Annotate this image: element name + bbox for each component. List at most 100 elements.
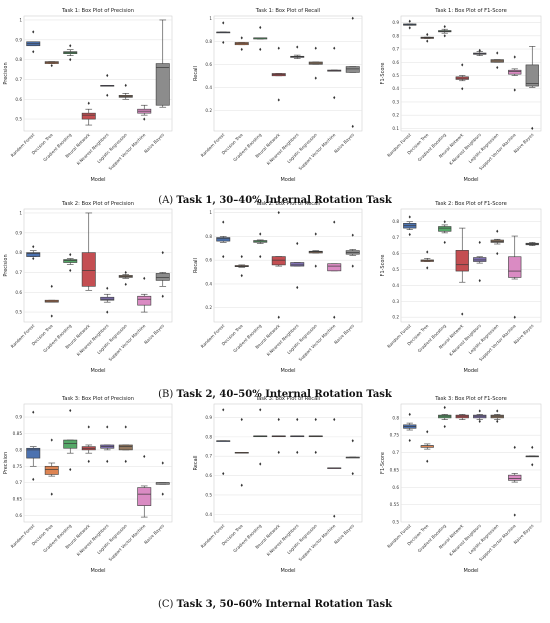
y-tick-label: 0.4 xyxy=(392,283,399,288)
y-tick-label: 0.6 xyxy=(392,485,399,490)
box-3 xyxy=(438,24,452,38)
y-tick-label: 0.8 xyxy=(15,250,22,255)
box-body xyxy=(525,64,539,87)
flier-point xyxy=(426,430,429,434)
box-1 xyxy=(216,220,231,259)
flier-point xyxy=(32,410,35,414)
box-2 xyxy=(234,417,249,487)
box-3 xyxy=(253,408,268,466)
box-2 xyxy=(44,438,59,496)
panel-title: Task 3: Box Plot of Recall xyxy=(255,396,320,402)
y-tick-label: 0.8 xyxy=(392,219,399,224)
panel-title: Task 3: Box Plot of Precision xyxy=(61,396,134,402)
x-tick-label: K-Nearest Neighbors xyxy=(448,523,482,557)
flier-point xyxy=(496,65,499,70)
flier-point xyxy=(161,251,164,255)
y-tick-label: 0.8 xyxy=(15,57,22,62)
flier-point xyxy=(461,312,464,316)
flier-point xyxy=(87,101,90,105)
x-tick-label: Support Vector Machine xyxy=(478,132,517,171)
flier-point xyxy=(69,467,72,472)
flier-point xyxy=(240,417,243,422)
y-tick-label: 0.6 xyxy=(205,62,212,67)
box-4 xyxy=(81,212,96,291)
x-tick-label: Support Vector Machine xyxy=(107,323,146,362)
box-1 xyxy=(26,245,41,261)
box-body xyxy=(63,439,78,449)
flier-point xyxy=(351,16,354,20)
box-6 xyxy=(118,270,133,286)
box-3 xyxy=(253,232,268,259)
flier-point xyxy=(69,408,72,413)
y-tick-label: 0.5 xyxy=(15,117,22,122)
flier-point xyxy=(277,210,280,215)
x-tick-label: Naive Bayes xyxy=(333,323,355,345)
y-tick-label: 0.8 xyxy=(205,434,212,439)
flier-point xyxy=(106,310,109,314)
flier-point xyxy=(426,32,429,37)
y-tick-label: 0.55 xyxy=(390,502,400,507)
flier-point xyxy=(333,315,336,319)
y-tick-label: 0.4 xyxy=(205,512,212,517)
flier-point xyxy=(426,459,429,463)
x-tick-label: Logistic Regression xyxy=(468,523,500,555)
box-5 xyxy=(290,417,305,454)
box-5 xyxy=(473,48,487,56)
y-tick-label: 0.7 xyxy=(392,47,399,52)
box-3 xyxy=(438,405,452,429)
flier-point xyxy=(161,492,164,496)
flier-point xyxy=(478,279,481,283)
x-tick-label: Support Vector Machine xyxy=(107,132,146,171)
x-tick-label: K-Nearest Neighbors xyxy=(266,323,300,357)
x-tick-label: K-Nearest Neighbors xyxy=(448,323,482,357)
y-tick-label: 0.8 xyxy=(205,39,212,44)
flier-point xyxy=(161,461,164,465)
flier-point xyxy=(87,459,90,463)
flier-point xyxy=(478,48,481,52)
box-6 xyxy=(490,409,504,423)
box-1 xyxy=(26,30,41,54)
flier-point xyxy=(277,315,280,319)
flier-point xyxy=(222,40,225,45)
box-body xyxy=(155,273,170,281)
box-body xyxy=(155,63,170,106)
flier-point xyxy=(426,266,429,270)
y-tick-label: 0.4 xyxy=(392,86,399,91)
box-8 xyxy=(345,439,360,476)
y-axis-label: Precision xyxy=(3,452,9,474)
flier-point xyxy=(296,241,299,246)
y-axis-label: Precision xyxy=(3,254,9,276)
box-4 xyxy=(271,417,286,454)
flier-point xyxy=(259,254,262,259)
x-tick-label: Naive Bayes xyxy=(143,323,165,345)
flier-point xyxy=(106,93,109,97)
box-8 xyxy=(525,46,539,130)
y-tick-label: 0.7 xyxy=(205,454,212,459)
flier-point xyxy=(69,58,72,62)
chart-panel-4: 0.5 0.6 0.7 0.8 0.9 1 Task 2: Box Plot of Prec… xyxy=(3,201,173,374)
y-tick-label: 0.75 xyxy=(13,464,23,469)
y-tick-label: 0.3 xyxy=(392,99,399,104)
flier-point xyxy=(426,250,429,254)
box-4 xyxy=(81,101,96,126)
y-tick-label: 0.9 xyxy=(205,415,212,420)
flier-point xyxy=(296,417,299,422)
y-tick-label: 0.8 xyxy=(392,33,399,38)
flier-point xyxy=(461,87,464,91)
box-body xyxy=(137,487,152,506)
flier-point xyxy=(443,220,446,224)
box-body xyxy=(271,256,286,266)
y-tick-label: 0.2 xyxy=(205,108,212,113)
box-body xyxy=(137,295,152,306)
box-7 xyxy=(508,55,522,92)
y-tick-label: 0.6 xyxy=(205,473,212,478)
flier-point xyxy=(124,425,127,429)
y-tick-label: 0.8 xyxy=(205,234,212,239)
flier-point xyxy=(50,63,53,68)
chart-panel-2: 0.2 0.4 0.6 0.8 1 Task 1: Box Plot of Recall R… xyxy=(193,8,363,183)
box-1 xyxy=(216,21,231,45)
x-axis-label: Model xyxy=(463,568,478,574)
box-2 xyxy=(420,430,434,463)
